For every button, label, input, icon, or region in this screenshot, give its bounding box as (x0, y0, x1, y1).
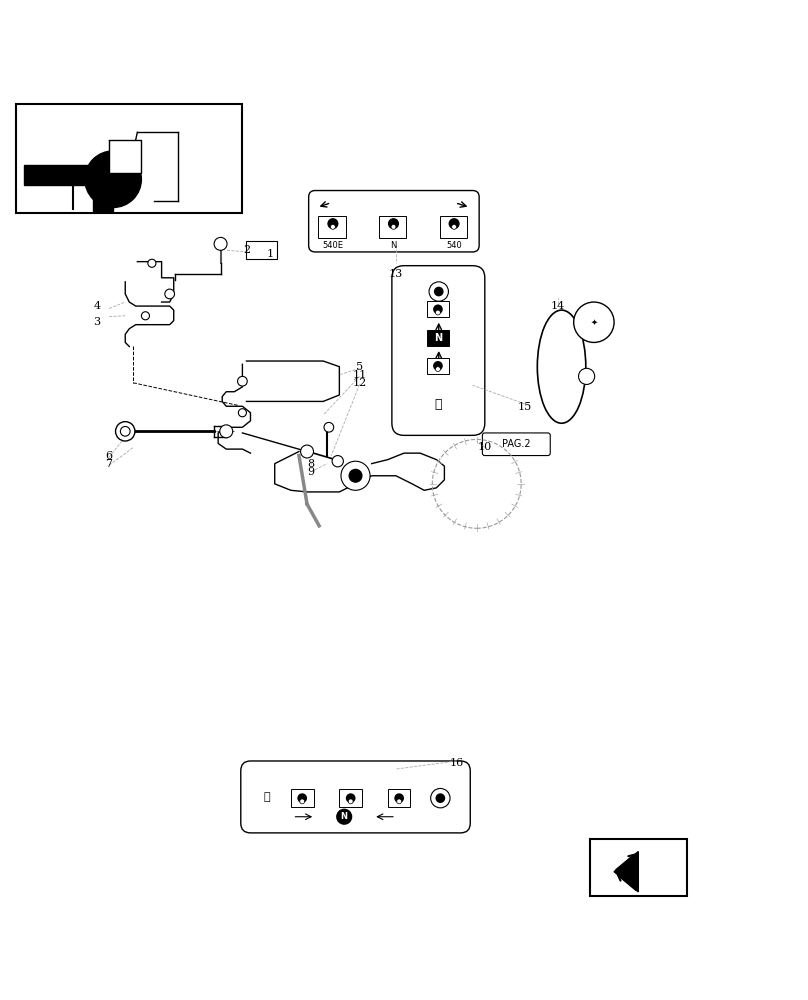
Circle shape (324, 422, 334, 432)
Circle shape (330, 224, 335, 229)
Circle shape (300, 799, 305, 804)
Polygon shape (614, 851, 638, 892)
Bar (246, 241, 277, 259)
Text: N: N (434, 333, 442, 343)
Text: N: N (390, 241, 397, 250)
Circle shape (120, 426, 130, 436)
Bar (291, 789, 314, 807)
Bar (427, 330, 449, 346)
Bar (388, 789, 410, 807)
Text: 13: 13 (389, 269, 403, 279)
Circle shape (328, 219, 338, 229)
Circle shape (429, 282, 448, 301)
Circle shape (349, 469, 362, 482)
Bar (109, 140, 141, 173)
Text: 10: 10 (478, 442, 492, 452)
Text: 14: 14 (550, 301, 565, 311)
Text: N: N (341, 812, 347, 821)
Bar (16, 104, 242, 213)
Circle shape (436, 310, 440, 315)
Circle shape (220, 425, 233, 438)
Bar (318, 216, 346, 238)
Circle shape (336, 809, 352, 825)
Circle shape (116, 422, 135, 441)
FancyBboxPatch shape (241, 761, 470, 833)
Circle shape (297, 793, 307, 803)
Text: 15: 15 (518, 402, 532, 412)
Text: 9: 9 (308, 467, 314, 477)
Circle shape (97, 155, 121, 179)
Text: PAG.2: PAG.2 (502, 439, 531, 449)
Ellipse shape (537, 310, 586, 423)
FancyBboxPatch shape (309, 191, 479, 252)
Circle shape (165, 289, 175, 299)
Text: 540: 540 (446, 241, 462, 250)
Text: 3: 3 (94, 317, 100, 327)
Circle shape (389, 219, 398, 229)
Circle shape (394, 793, 404, 803)
Circle shape (346, 793, 356, 803)
Bar (379, 216, 406, 238)
Circle shape (436, 367, 440, 372)
Circle shape (434, 287, 444, 296)
Circle shape (574, 302, 614, 342)
Circle shape (332, 456, 343, 467)
Circle shape (391, 224, 396, 229)
Text: 5: 5 (356, 362, 363, 372)
Circle shape (348, 799, 353, 804)
Text: 🚜: 🚜 (263, 792, 270, 802)
Text: 6: 6 (106, 451, 112, 461)
Circle shape (397, 799, 402, 804)
Circle shape (433, 304, 443, 314)
Circle shape (341, 461, 370, 490)
Text: 2: 2 (243, 245, 250, 255)
Circle shape (449, 219, 459, 229)
Bar (440, 216, 467, 238)
Bar (427, 358, 449, 374)
Text: 11: 11 (352, 370, 367, 380)
Bar (24, 165, 121, 185)
Text: 🚜: 🚜 (434, 398, 442, 411)
FancyBboxPatch shape (392, 266, 485, 435)
Bar (93, 174, 113, 211)
Circle shape (301, 445, 314, 458)
Bar (339, 789, 362, 807)
Circle shape (141, 312, 149, 320)
Text: 4: 4 (94, 301, 100, 311)
Text: ✦: ✦ (591, 318, 597, 327)
Text: 540E: 540E (322, 241, 343, 250)
Circle shape (85, 151, 141, 208)
Text: 16: 16 (449, 758, 464, 768)
Circle shape (436, 793, 445, 803)
Text: 12: 12 (352, 378, 367, 388)
Circle shape (579, 368, 595, 384)
Circle shape (452, 224, 457, 229)
Text: 1: 1 (267, 249, 274, 259)
Bar (427, 301, 449, 317)
Circle shape (148, 259, 156, 267)
Circle shape (433, 361, 443, 371)
FancyBboxPatch shape (482, 433, 550, 456)
Circle shape (238, 376, 247, 386)
Text: 8: 8 (308, 459, 314, 469)
Text: 7: 7 (106, 459, 112, 469)
Bar (590, 839, 687, 896)
Circle shape (238, 409, 246, 417)
Circle shape (214, 237, 227, 250)
Circle shape (431, 788, 450, 808)
